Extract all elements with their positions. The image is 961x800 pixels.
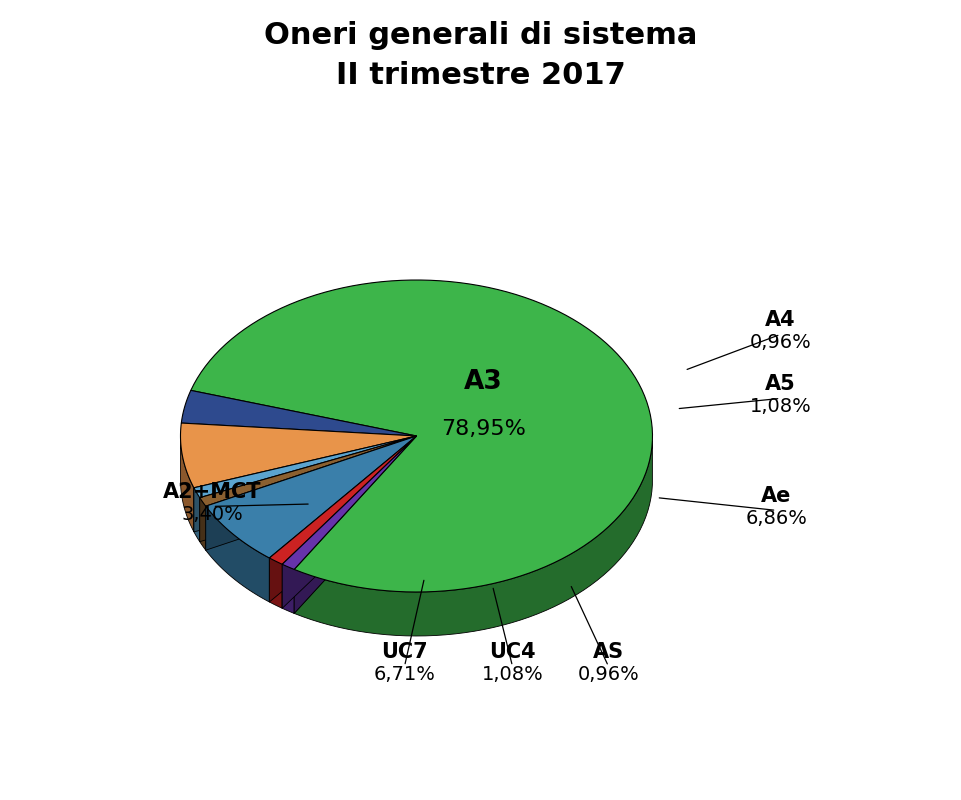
Polygon shape	[191, 280, 653, 592]
Text: 0,96%: 0,96%	[578, 665, 639, 684]
Polygon shape	[194, 488, 200, 542]
Text: 3,40%: 3,40%	[182, 505, 243, 524]
Text: A2+MCT: A2+MCT	[163, 482, 261, 502]
Polygon shape	[200, 498, 206, 550]
Polygon shape	[269, 436, 416, 602]
Text: 6,71%: 6,71%	[374, 665, 435, 684]
Polygon shape	[283, 436, 416, 608]
Polygon shape	[182, 390, 416, 436]
Text: Oneri generali di sistema: Oneri generali di sistema	[264, 22, 697, 50]
Polygon shape	[206, 436, 416, 550]
Text: A3: A3	[464, 369, 504, 395]
Polygon shape	[206, 436, 416, 550]
Polygon shape	[294, 436, 416, 614]
Text: UC4: UC4	[489, 642, 536, 662]
Polygon shape	[283, 436, 416, 570]
Text: Ae: Ae	[761, 486, 792, 506]
Polygon shape	[206, 436, 416, 558]
Polygon shape	[269, 436, 416, 564]
Text: 1,08%: 1,08%	[481, 665, 543, 684]
Polygon shape	[194, 436, 416, 498]
Polygon shape	[181, 423, 416, 488]
Text: 78,95%: 78,95%	[441, 419, 527, 439]
Polygon shape	[294, 441, 653, 636]
Polygon shape	[200, 436, 416, 542]
Polygon shape	[269, 436, 416, 602]
Polygon shape	[206, 506, 269, 602]
Text: AS: AS	[593, 642, 624, 662]
Text: 6,86%: 6,86%	[746, 509, 807, 528]
Polygon shape	[269, 558, 283, 608]
Text: 1,08%: 1,08%	[750, 397, 811, 416]
Polygon shape	[194, 436, 416, 532]
Polygon shape	[181, 436, 194, 532]
Text: A4: A4	[765, 310, 796, 330]
Text: A5: A5	[765, 374, 796, 394]
Text: UC7: UC7	[382, 642, 428, 662]
Polygon shape	[200, 436, 416, 542]
Polygon shape	[194, 436, 416, 532]
Polygon shape	[200, 436, 416, 506]
Polygon shape	[283, 436, 416, 608]
Polygon shape	[294, 436, 416, 614]
Text: 0,96%: 0,96%	[750, 333, 811, 352]
Polygon shape	[283, 564, 294, 614]
Text: II trimestre 2017: II trimestre 2017	[335, 62, 626, 90]
